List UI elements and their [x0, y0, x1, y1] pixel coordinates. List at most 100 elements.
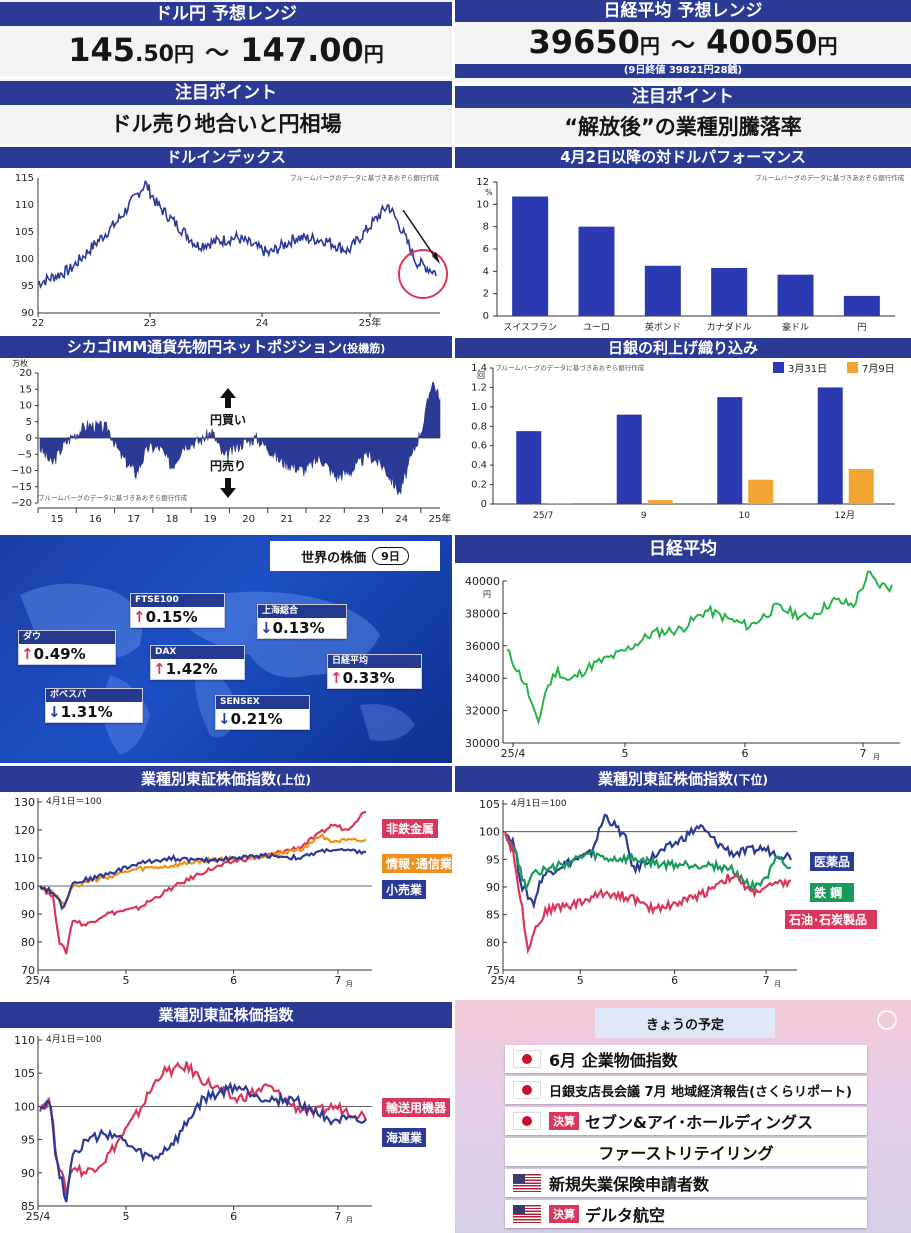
- sector-line: [503, 830, 792, 955]
- bar: [843, 295, 880, 316]
- x-tick-label: 12月: [835, 510, 855, 521]
- x-tick-label: 7: [334, 974, 341, 987]
- base-note: 4月1日＝100: [511, 798, 567, 809]
- index-name: SENSEX: [216, 696, 309, 709]
- today-schedule-panel: きょうの予定 6月 企業物価指数 日銀支店長会議 7月 地域経済報告(さくらリポー…: [455, 1000, 911, 1233]
- bar: [644, 265, 681, 316]
- y-tick-label: 90: [21, 908, 35, 921]
- range-high: 40050: [706, 23, 818, 61]
- sector-label: 海運業: [382, 1128, 426, 1147]
- source-note: ブルームバーグのデータに基づきあおぞら銀行作成: [495, 364, 645, 372]
- boj-hike-chart: 1.4 1.2 1.0 0.8 0.6 0.4 0.2 0 回 25/7 9 10 12月 3月31日 7月…: [471, 362, 895, 521]
- x-tick-label: 22: [319, 514, 332, 525]
- trend-arrow-head-icon: [432, 252, 440, 264]
- nikkei-line: [506, 570, 893, 726]
- y-tick-label: 4: [483, 266, 489, 277]
- y-tick-label: 90: [21, 1167, 35, 1180]
- world-stocks-header: 世界の株価 9日: [270, 541, 440, 571]
- sector-label: 医薬品: [810, 852, 854, 871]
- x-tick-label: 25年: [359, 316, 382, 329]
- japan-flag-icon: [513, 1081, 541, 1099]
- earnings-badge: 決算: [549, 1112, 579, 1130]
- y-tick-label: −5: [17, 449, 32, 460]
- sector-label-text: 情報･通信業: [386, 856, 452, 871]
- arrow-down-icon: [220, 478, 236, 498]
- bar: [717, 397, 743, 504]
- usd-performance-chart: 12 10 8 6 4 2 0% スイスフラン ユーロ 英ポンド カナダドル 豪ドル 円: [476, 177, 895, 333]
- sector-line: [39, 847, 367, 911]
- index-change: ↓0.21%: [216, 709, 309, 729]
- sector-label: 輸送用機器: [382, 1098, 450, 1117]
- sector-label-text: 小売業: [386, 882, 423, 897]
- index-change: ↑0.15%: [131, 607, 224, 627]
- index-change-value: 0.33%: [342, 669, 395, 687]
- y-tick-label: 85: [486, 909, 500, 922]
- bar: [578, 226, 615, 316]
- index-card: SENSEX ↓0.21%: [215, 695, 310, 730]
- y-tick-label: 105: [15, 227, 34, 238]
- usd-performance-panel: 4月2日以降の対ドルパフォーマンス ブルームバーグのデータに基づきあおぞら銀行作…: [455, 147, 911, 335]
- y-tick-label: 75: [486, 964, 500, 977]
- x-tick-label: スイスフラン: [503, 322, 557, 333]
- sector-label-text: 海運業: [386, 1130, 423, 1145]
- x-tick-label: 15: [51, 514, 64, 525]
- focus-point-title: 注目ポイント: [0, 81, 452, 105]
- today-schedule-header: きょうの予定: [595, 1008, 775, 1038]
- index-change: ↑0.33%: [328, 668, 421, 688]
- index-name: ダウ: [19, 631, 115, 644]
- y-unit-label: 回: [477, 371, 485, 380]
- usdjpy-range-values: 145.50円 ～ 147.00円: [0, 28, 452, 72]
- y-tick-label: −10: [11, 466, 32, 477]
- y-tick-label: 95: [486, 853, 500, 866]
- x-tick-label: 6: [671, 974, 678, 987]
- dollar-index-line: [37, 179, 437, 289]
- dollar-index-title: ドルインデックス: [0, 147, 452, 168]
- sector-label-text: 輸送用機器: [386, 1100, 447, 1115]
- sector-panel: 業種別東証株価指数 110 105 100 95 90 85 4月1日＝100 25/4 5 6 7…: [0, 1002, 452, 1233]
- sector-top-title-suffix: (上位): [276, 773, 311, 787]
- y-tick-label: 95: [21, 281, 34, 292]
- y-tick-label: 85: [21, 1200, 35, 1213]
- base-note: 4月1日＝100: [46, 796, 102, 807]
- sector-label-bg: [810, 883, 854, 902]
- sector-line: [504, 813, 793, 910]
- sector-label-text: 医薬品: [814, 854, 850, 869]
- sector-label-bg: [382, 854, 452, 873]
- x-tick-label: 16: [89, 514, 102, 525]
- usdjpy-range-title: ドル円 予想レンジ: [0, 2, 452, 26]
- x-tick-label: 25/4: [501, 747, 526, 760]
- nikkei-range-panel: 日経平均 予想レンジ 39650円 ～ 40050円 (9日終値 39821円2…: [455, 0, 911, 82]
- y-tick-label: 0: [483, 311, 489, 322]
- y-tick-label: 10: [19, 401, 32, 412]
- range-unit: 円: [817, 34, 838, 58]
- range-unit: 円: [363, 42, 384, 66]
- legend-swatch: [773, 362, 784, 373]
- legend-label: 7月9日: [862, 363, 895, 375]
- x-tick-label: 5: [123, 974, 130, 987]
- index-change-value: 0.21%: [230, 710, 283, 728]
- x-tick-label: 6: [230, 1210, 237, 1223]
- boj-hike-title: 日銀の利上げ織り込み: [455, 338, 911, 358]
- x-tick-label: カナダドル: [707, 321, 752, 333]
- index-card: ダウ ↑0.49%: [18, 630, 116, 665]
- imm-position-chart: 20 15 10 5 0 −5 −10 −15 −20 万枚 15 16 17 18 19 20 21 22 23 2…: [11, 358, 451, 525]
- sector-line: [40, 811, 367, 955]
- bar: [647, 500, 673, 504]
- schedule-item: 6月 企業物価指数: [505, 1045, 867, 1073]
- y-tick-label: −15: [11, 482, 32, 493]
- boj-hike-pricing-panel: 日銀の利上げ織り込み ブルームバーグのデータに基づきあおぞら銀行作成 1.4 1.…: [455, 338, 911, 531]
- sector-bottom-panel: 業種別東証株価指数(下位) 105 100 95 90 85 80 75 4月1日＝100 25…: [455, 766, 911, 998]
- imm-position-title: シカゴIMM通貨先物円ネットポジション(投機筋): [0, 336, 452, 358]
- y-unit-label: 円: [483, 590, 491, 599]
- x-tick-label: 25/4: [26, 974, 51, 987]
- focus-point-panel-left: 注目ポイント ドル売り地合いと円相場: [0, 79, 452, 144]
- nikkei-range-values: 39650円 ～ 40050円: [455, 22, 911, 62]
- x-unit-label: 月: [774, 980, 781, 988]
- y-tick-label: 90: [21, 308, 34, 319]
- y-tick-label: 32000: [465, 705, 500, 718]
- yen-sell-label: 円売り: [210, 458, 246, 473]
- y-tick-label: 130: [14, 796, 35, 809]
- arrow-up-icon: [220, 388, 236, 408]
